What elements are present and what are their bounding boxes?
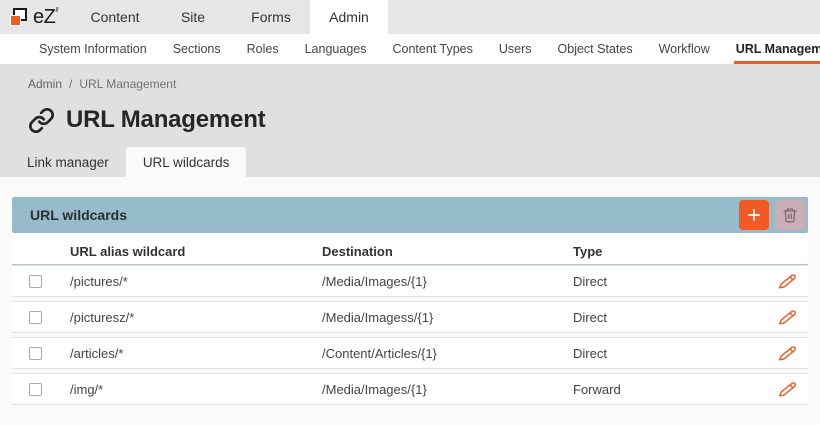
content-area: URL wildcards bbox=[0, 177, 820, 405]
pencil-icon bbox=[778, 344, 797, 363]
top-bar: eZ Content Site Forms Admin bbox=[0, 0, 820, 34]
pencil-icon bbox=[778, 272, 797, 291]
cell-wildcard: /img/* bbox=[70, 381, 104, 397]
ez-logo-icon bbox=[9, 5, 31, 29]
admin-nav-item[interactable]: URL Management bbox=[733, 34, 820, 64]
cell-wildcard: /picturesz/* bbox=[70, 309, 135, 325]
admin-nav-item[interactable]: Languages bbox=[303, 34, 369, 64]
column-header-wildcard: URL alias wildcard bbox=[70, 244, 186, 259]
breadcrumb-current: URL Management bbox=[79, 77, 177, 91]
url-wildcards-table: URL alias wildcard Destination Type /pic… bbox=[12, 239, 808, 405]
top-nav-item[interactable]: Admin bbox=[310, 0, 388, 34]
pencil-icon bbox=[778, 380, 797, 399]
admin-nav-item[interactable]: Workflow bbox=[657, 34, 712, 64]
cell-destination: /Media/Images/{1} bbox=[322, 273, 427, 289]
top-nav-item-label: Admin bbox=[329, 9, 369, 25]
tab-label: Link manager bbox=[27, 154, 109, 170]
row-checkbox[interactable] bbox=[28, 274, 42, 288]
admin-nav-item[interactable]: System Information bbox=[37, 34, 149, 64]
row-checkbox[interactable] bbox=[28, 310, 42, 324]
panel-title: URL wildcards bbox=[30, 207, 127, 223]
tabs: Link manager URL wildcards bbox=[0, 147, 820, 177]
cell-destination: /Content/Articles/{1} bbox=[322, 345, 437, 361]
ez-logo[interactable]: eZ bbox=[0, 0, 76, 34]
edit-wildcard-button[interactable] bbox=[777, 379, 798, 400]
cell-type: Direct bbox=[573, 273, 607, 289]
table-row: /img/* /Media/Images/{1} Forward bbox=[12, 373, 808, 405]
cell-destination: /Media/Images/{1} bbox=[322, 381, 427, 397]
main-nav: Content Site Forms Admin bbox=[76, 0, 820, 34]
cell-type: Direct bbox=[573, 345, 607, 361]
admin-nav-item-label: URL Management bbox=[735, 42, 820, 56]
admin-nav-item[interactable]: Roles bbox=[245, 34, 281, 64]
admin-nav-item[interactable]: Users bbox=[497, 34, 534, 64]
breadcrumb-admin[interactable]: Admin bbox=[28, 77, 63, 91]
cell-wildcard: /pictures/* bbox=[70, 273, 128, 289]
top-nav-item[interactable]: Forms bbox=[232, 0, 310, 34]
panel-actions bbox=[739, 200, 808, 230]
cell-type: Forward bbox=[573, 381, 621, 397]
tab[interactable]: Link manager bbox=[10, 147, 126, 177]
title-row: URL Management bbox=[0, 91, 820, 134]
table-header-row: URL alias wildcard Destination Type bbox=[12, 239, 808, 265]
column-header-type: Type bbox=[573, 244, 603, 259]
cell-wildcard: /articles/* bbox=[70, 345, 124, 361]
delete-wildcard-button[interactable] bbox=[775, 200, 805, 230]
page-head: Admin / URL Management URL Management Li… bbox=[0, 64, 820, 177]
admin-nav-item-label: Roles bbox=[246, 42, 279, 56]
table-row: /articles/* /Content/Articles/{1} Direct bbox=[12, 337, 808, 369]
table-row: /picturesz/* /Media/Imagess/{1} Direct bbox=[12, 301, 808, 333]
cell-type: Direct bbox=[573, 309, 607, 325]
admin-nav-item-label: Users bbox=[498, 42, 532, 56]
link-icon bbox=[28, 107, 55, 134]
edit-wildcard-button[interactable] bbox=[777, 307, 798, 328]
ez-logo-text: eZ bbox=[33, 5, 56, 28]
plus-icon bbox=[745, 206, 763, 224]
edit-wildcard-button[interactable] bbox=[777, 343, 798, 364]
add-wildcard-button[interactable] bbox=[739, 200, 769, 230]
top-nav-item-label: Site bbox=[180, 9, 206, 25]
tab[interactable]: URL wildcards bbox=[125, 147, 247, 177]
tab-label: URL wildcards bbox=[142, 154, 230, 170]
admin-nav-item[interactable]: Object States bbox=[556, 34, 635, 64]
column-header-destination: Destination bbox=[322, 244, 393, 259]
pencil-icon bbox=[778, 308, 797, 327]
trash-icon bbox=[782, 207, 798, 223]
admin-nav-item-label: Sections bbox=[172, 42, 221, 56]
ez-logo-trademark-tick bbox=[55, 6, 59, 12]
breadcrumb: Admin / URL Management bbox=[0, 77, 820, 91]
top-nav-item-label: Content bbox=[90, 9, 140, 25]
top-nav-item[interactable]: Site bbox=[154, 0, 232, 34]
admin-nav-item-label: Object States bbox=[557, 42, 633, 56]
admin-nav-item[interactable]: Content Types bbox=[390, 34, 474, 64]
edit-wildcard-button[interactable] bbox=[777, 271, 798, 292]
top-nav-item-label: Forms bbox=[251, 9, 291, 25]
admin-nav-item-label: System Information bbox=[39, 42, 147, 56]
url-wildcards-panel-header: URL wildcards bbox=[12, 197, 808, 233]
row-checkbox[interactable] bbox=[28, 382, 42, 396]
admin-nav-item-label: Content Types bbox=[392, 42, 473, 56]
breadcrumb-separator: / bbox=[69, 77, 73, 91]
page-title: URL Management bbox=[66, 106, 266, 133]
row-checkbox[interactable] bbox=[28, 346, 42, 360]
admin-nav-item-label: Languages bbox=[304, 42, 367, 56]
cell-destination: /Media/Imagess/{1} bbox=[322, 309, 434, 325]
admin-sub-nav: System Information Sections Roles Langua… bbox=[0, 34, 820, 64]
top-nav-item[interactable]: Content bbox=[76, 0, 154, 34]
admin-nav-item-label: Workflow bbox=[658, 42, 710, 56]
admin-nav-item[interactable]: Sections bbox=[171, 34, 223, 64]
table-row: /pictures/* /Media/Images/{1} Direct bbox=[12, 265, 808, 297]
